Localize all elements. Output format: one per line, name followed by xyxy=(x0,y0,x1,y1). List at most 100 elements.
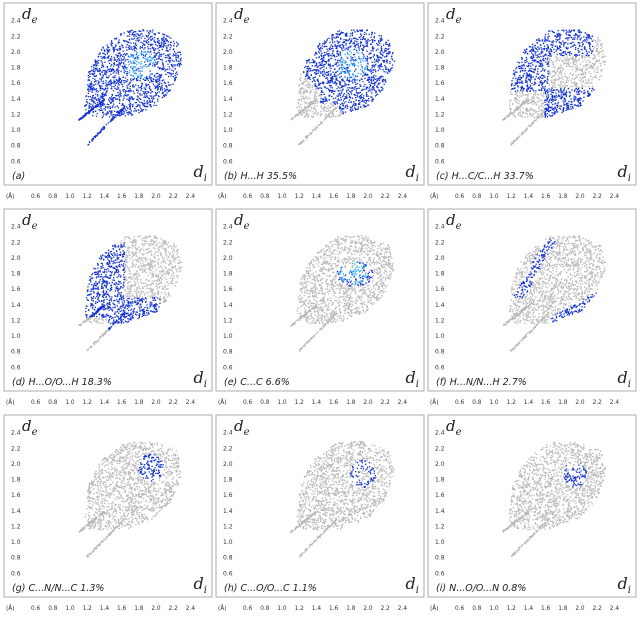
data-point xyxy=(311,103,312,104)
data-point xyxy=(320,50,321,51)
data-point xyxy=(137,104,138,105)
data-point xyxy=(323,99,324,100)
data-point xyxy=(563,85,564,86)
data-point xyxy=(582,100,583,101)
data-point xyxy=(385,71,386,72)
data-point xyxy=(352,57,353,58)
data-point xyxy=(154,41,155,42)
data-point xyxy=(328,105,329,106)
data-point xyxy=(562,81,563,82)
data-point xyxy=(307,68,308,69)
data-point xyxy=(373,87,374,88)
data-point xyxy=(559,39,560,40)
data-point xyxy=(316,89,317,90)
data-point xyxy=(352,82,353,83)
data-point xyxy=(162,59,163,60)
data-point xyxy=(515,116,516,117)
data-point xyxy=(346,80,347,81)
data-point xyxy=(138,112,139,113)
data-point xyxy=(104,57,105,58)
data-point xyxy=(129,45,130,46)
data-point xyxy=(568,35,569,36)
data-point xyxy=(537,57,538,58)
data-point xyxy=(362,101,363,102)
data-point xyxy=(89,80,90,81)
data-point xyxy=(149,86,150,87)
data-point xyxy=(584,83,585,84)
data-point xyxy=(159,78,160,79)
data-point xyxy=(360,62,361,63)
data-point xyxy=(120,95,121,96)
data-point xyxy=(136,36,137,37)
data-point xyxy=(575,49,576,50)
data-point xyxy=(316,86,317,87)
data-point xyxy=(367,30,368,31)
data-point xyxy=(101,129,102,130)
data-point xyxy=(357,31,358,32)
data-point xyxy=(589,88,590,89)
y-axis-label: de xyxy=(22,5,38,26)
data-point xyxy=(122,89,123,90)
data-point xyxy=(80,118,81,119)
data-point xyxy=(352,63,353,64)
y-tick-label: 2.4 xyxy=(223,18,233,25)
data-point xyxy=(374,90,375,91)
data-point xyxy=(92,90,93,91)
data-point xyxy=(127,31,128,32)
data-point xyxy=(365,58,366,59)
data-point xyxy=(167,64,168,65)
data-point xyxy=(302,110,303,111)
data-point xyxy=(95,84,96,85)
data-point xyxy=(104,95,105,96)
data-point xyxy=(147,103,148,104)
data-point xyxy=(158,56,159,57)
x-tick-label: 2.4 xyxy=(398,194,408,200)
data-point xyxy=(178,61,179,62)
data-point xyxy=(376,50,377,51)
data-point xyxy=(112,94,113,95)
data-point xyxy=(521,132,522,133)
data-point xyxy=(165,74,166,75)
data-point xyxy=(319,75,320,76)
data-point xyxy=(585,76,586,77)
data-point xyxy=(106,49,107,50)
data-point xyxy=(362,81,363,82)
data-point xyxy=(346,94,347,95)
data-point xyxy=(511,93,512,94)
data-point xyxy=(536,104,537,105)
data-point xyxy=(102,110,103,111)
data-point xyxy=(305,85,306,86)
data-point xyxy=(153,96,154,97)
data-point xyxy=(84,115,85,116)
data-point xyxy=(92,97,93,98)
data-point xyxy=(318,73,319,74)
data-point xyxy=(341,85,342,86)
data-point xyxy=(121,60,122,61)
data-point xyxy=(374,37,375,38)
data-point xyxy=(349,50,350,51)
data-point xyxy=(298,105,299,106)
data-point xyxy=(324,94,325,95)
data-point xyxy=(125,115,126,116)
data-point xyxy=(113,51,114,52)
x-tick-label: 2.2 xyxy=(593,194,603,200)
data-point xyxy=(353,42,354,43)
data-point xyxy=(573,66,574,67)
data-point xyxy=(340,71,341,72)
data-point xyxy=(150,79,151,80)
data-point xyxy=(572,42,573,43)
data-point xyxy=(392,65,393,66)
data-point xyxy=(316,65,317,66)
data-point xyxy=(575,67,576,68)
data-point xyxy=(149,100,150,101)
data-point xyxy=(361,34,362,35)
data-point xyxy=(127,35,128,36)
data-point xyxy=(585,74,586,75)
data-point xyxy=(386,68,387,69)
data-point xyxy=(363,107,364,108)
data-point xyxy=(533,113,534,114)
data-point xyxy=(164,45,165,46)
data-point xyxy=(366,51,367,52)
data-point xyxy=(160,87,161,88)
data-point xyxy=(521,58,522,59)
